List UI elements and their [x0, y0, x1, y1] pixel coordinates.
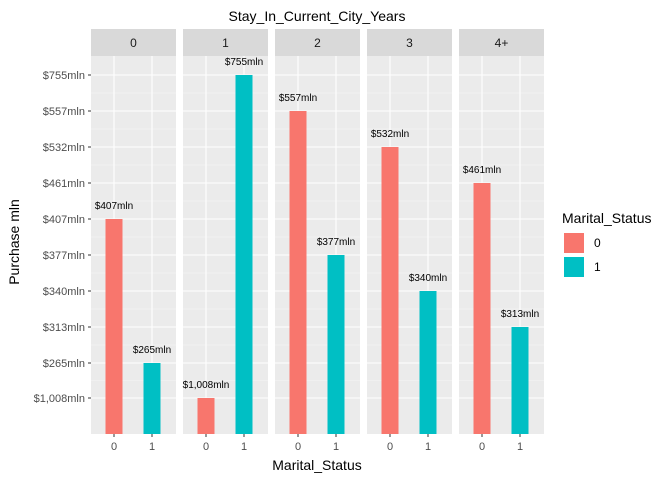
data-label: $313mln [501, 309, 539, 320]
bar [473, 183, 491, 434]
facet-strip [367, 29, 452, 56]
x-tick-label: 0 [203, 441, 209, 453]
data-label: $265mln [133, 345, 171, 356]
data-label: $407mln [95, 201, 133, 212]
legend-label: 0 [594, 236, 601, 250]
facet-strip-label: 2 [314, 36, 321, 50]
legend-label: 1 [594, 260, 601, 274]
bar [197, 398, 215, 434]
legend-key [564, 233, 584, 253]
legend-title: Marital_Status [562, 210, 651, 226]
bar [105, 219, 123, 434]
facet-strip [275, 29, 360, 56]
facet-panels: 0 $407mln $265mln 0 1 1 $1,008mln $755mln 0 1 2 $55… [91, 29, 544, 453]
y-tick-label: $407mln [43, 214, 85, 226]
facet-strip-label: 1 [222, 36, 229, 50]
panel-background [367, 56, 452, 434]
bar [327, 255, 345, 434]
y-tick-label: $340mln [43, 286, 85, 298]
facet-strip-label: 4+ [495, 36, 509, 50]
legend: 01 [564, 233, 601, 277]
x-tick-label: 1 [333, 441, 339, 453]
y-tick-label: $557mln [43, 106, 85, 118]
facet-strip-label: 3 [406, 36, 413, 50]
panel-background [275, 56, 360, 434]
bar [511, 327, 529, 434]
facet-strip [459, 29, 544, 56]
data-label: $377mln [317, 237, 355, 248]
x-tick-label: 0 [295, 441, 301, 453]
y-tick-label: $1,008mln [34, 393, 85, 405]
data-label: $755mln [225, 57, 263, 68]
bar [381, 147, 399, 434]
facet-panel: 2 $557mln $377mln 0 1 [275, 29, 360, 453]
y-tick-label: $532mln [43, 142, 85, 154]
y-tick-label: $377mln [43, 250, 85, 262]
y-axis-label: Purchase mln [6, 199, 22, 285]
y-axis: $1,008mln $265mln $313mln $340mln $377mln $40… [34, 70, 91, 405]
bar [289, 111, 307, 434]
y-tick-label: $755mln [43, 70, 85, 82]
facet-strip [91, 29, 176, 56]
x-tick-label: 0 [387, 441, 393, 453]
data-label: $340mln [409, 273, 447, 284]
facet-panel: 4+ $461mln $313mln 0 1 [459, 29, 544, 453]
chart-title: Stay_In_Current_City_Years [229, 8, 406, 24]
panel-background [91, 56, 176, 434]
bar [419, 291, 437, 434]
x-tick-label: 1 [241, 441, 247, 453]
y-tick-label: $461mln [43, 178, 85, 190]
bar [235, 75, 253, 434]
data-label: $557mln [279, 93, 317, 104]
data-label: $532mln [371, 129, 409, 140]
facet-strip [183, 29, 268, 56]
panel-background [183, 56, 268, 434]
panel-background [459, 56, 544, 434]
x-tick-label: 1 [149, 441, 155, 453]
facet-panel: 3 $532mln $340mln 0 1 [367, 29, 452, 453]
data-label: $461mln [463, 165, 501, 176]
facet-panel: 1 $1,008mln $755mln 0 1 [183, 29, 268, 453]
y-tick-label: $313mln [43, 322, 85, 334]
x-tick-label: 0 [111, 441, 117, 453]
x-tick-label: 1 [517, 441, 523, 453]
x-tick-label: 1 [425, 441, 431, 453]
bar [143, 363, 161, 434]
data-label: $1,008mln [183, 380, 230, 391]
facet-panel: 0 $407mln $265mln 0 1 [91, 29, 176, 453]
x-tick-label: 0 [479, 441, 485, 453]
legend-key [564, 257, 584, 277]
x-axis-label: Marital_Status [272, 457, 361, 473]
facet-strip-label: 0 [130, 36, 137, 50]
y-tick-label: $265mln [43, 358, 85, 370]
